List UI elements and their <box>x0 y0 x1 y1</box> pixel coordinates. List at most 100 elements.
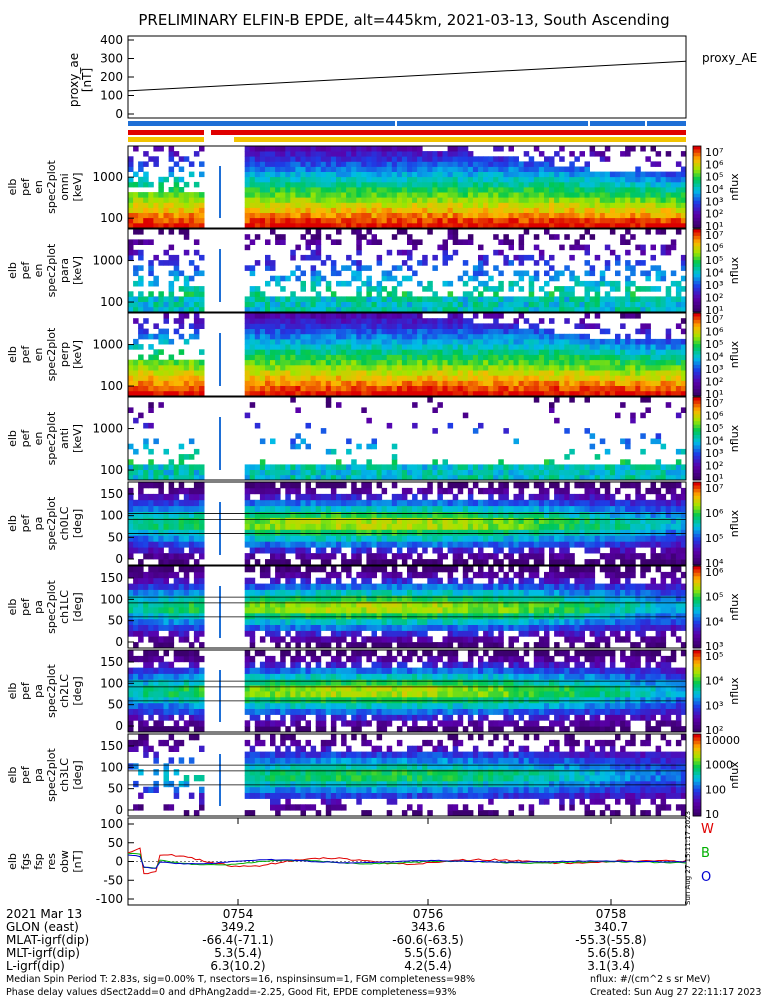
spectrogram-cell <box>533 385 540 392</box>
spectrogram-cell <box>584 217 590 224</box>
spectrogram-cell <box>635 187 641 193</box>
spectrogram-cell <box>498 306 504 313</box>
spectrogram-cell <box>528 505 535 512</box>
spectrogram-cell <box>462 541 469 548</box>
spectrogram-cell <box>249 313 256 319</box>
spectrogram-cell <box>346 222 352 229</box>
spectrogram-cell <box>523 254 530 261</box>
spectrogram-cell <box>371 181 377 188</box>
spectrogram-cell <box>554 474 560 481</box>
spectrogram-cell <box>300 146 306 152</box>
spectrogram-cell <box>330 517 337 524</box>
spectrogram-cell <box>305 517 311 524</box>
spectrogram-cell <box>188 517 195 524</box>
spectrogram-cell <box>285 296 291 302</box>
spectrogram-cell <box>483 181 489 188</box>
spectrogram-cell <box>422 493 428 501</box>
spectrogram-cell <box>579 306 585 313</box>
spectrogram-cell <box>168 270 175 277</box>
spectrogram-cell <box>336 229 342 235</box>
spectrogram-cell <box>493 487 499 495</box>
spectrogram-cell <box>620 296 626 302</box>
spectrogram-cell <box>133 523 139 530</box>
spectrogram-cell <box>366 505 372 512</box>
spectrogram-cell <box>320 482 327 489</box>
spectrogram-cell <box>640 338 646 345</box>
y-label-line: en <box>32 432 45 446</box>
spectrogram-cell <box>219 249 221 302</box>
spectrogram-cell <box>559 217 565 224</box>
spectrogram-cell <box>366 197 372 203</box>
spectrogram-cell <box>513 375 519 381</box>
spectrogram-cell <box>483 523 489 530</box>
spectrogram-cell <box>483 333 489 340</box>
spectrogram-cell <box>280 181 286 188</box>
spectrogram-cell <box>315 202 322 208</box>
spectrogram-cell <box>630 417 636 424</box>
spectrogram-cell <box>670 197 677 203</box>
spectrogram-cell <box>341 166 347 172</box>
spectrogram-cell <box>295 306 301 313</box>
spectrogram-cell <box>589 192 596 198</box>
spectrogram-cell <box>462 412 469 419</box>
spectrogram-cell <box>538 354 545 361</box>
spectrogram-cell <box>559 146 565 152</box>
spectrogram-cell <box>381 344 388 350</box>
spectrogram-cell <box>472 161 479 167</box>
spectrogram-cell <box>462 197 469 203</box>
spectrogram-cell <box>655 344 662 350</box>
spectrogram-cell <box>670 202 677 208</box>
spectrogram-cell <box>407 328 413 335</box>
spectrogram-cell <box>199 306 205 313</box>
spectrogram-cell <box>437 559 443 566</box>
spectrogram-cell <box>538 529 545 536</box>
spectrogram-cell <box>498 197 504 203</box>
spectrogram-cell <box>300 380 306 386</box>
spectrogram-cell <box>457 333 464 340</box>
spectrogram-cell <box>609 207 616 213</box>
spectrogram-cell <box>249 523 256 530</box>
spectrogram-cell <box>437 344 443 350</box>
spectrogram-cell <box>640 192 646 198</box>
spectrogram-cell <box>259 469 266 476</box>
spectrogram-cell <box>427 385 433 392</box>
spectrogram-cell <box>589 375 596 381</box>
spectrogram-cell <box>310 328 317 335</box>
spectrogram-cell <box>457 212 464 219</box>
spectrogram-cell <box>584 338 590 345</box>
spectrogram-cell <box>635 344 641 350</box>
spectrogram-cell <box>148 385 154 392</box>
spectrogram-cell <box>467 187 474 193</box>
spectrogram-cell <box>168 197 175 203</box>
spectrogram-cell <box>199 296 205 302</box>
spectrogram-cell <box>163 505 169 512</box>
spectrogram-cell <box>330 541 337 548</box>
spectrogram-cell <box>361 187 367 193</box>
spectrogram-cell <box>295 385 301 392</box>
spectrogram-cell <box>457 146 464 152</box>
spectrogram-cell <box>599 280 606 287</box>
spectrogram-cell <box>386 296 393 302</box>
proxy-tick-label: 400 <box>100 33 123 47</box>
spectrogram-cell <box>625 469 631 476</box>
spectrogram-cell <box>341 359 347 366</box>
spectrogram-cell <box>589 265 596 271</box>
spectrogram-cell <box>325 176 332 183</box>
spectrogram-cell <box>508 181 514 188</box>
spectrogram-cell <box>163 338 169 345</box>
spectrogram-cell <box>356 364 362 371</box>
spectrogram-cell <box>265 222 271 229</box>
spectrogram-cell <box>244 385 251 392</box>
spectrogram-cell <box>391 171 398 178</box>
spectrogram-cell <box>270 222 276 229</box>
spectrogram-cell <box>518 469 525 476</box>
spectrogram-cell <box>437 176 443 183</box>
spectrogram-cell <box>351 176 357 183</box>
spectrogram-cell <box>538 380 545 386</box>
spectrogram-cell <box>178 197 185 203</box>
spectrogram-cell <box>371 517 377 524</box>
spectrogram-cell <box>325 482 332 489</box>
spectrogram-cell <box>128 156 134 162</box>
spectrogram-cell <box>412 270 418 277</box>
spectrogram-cell <box>305 380 311 386</box>
